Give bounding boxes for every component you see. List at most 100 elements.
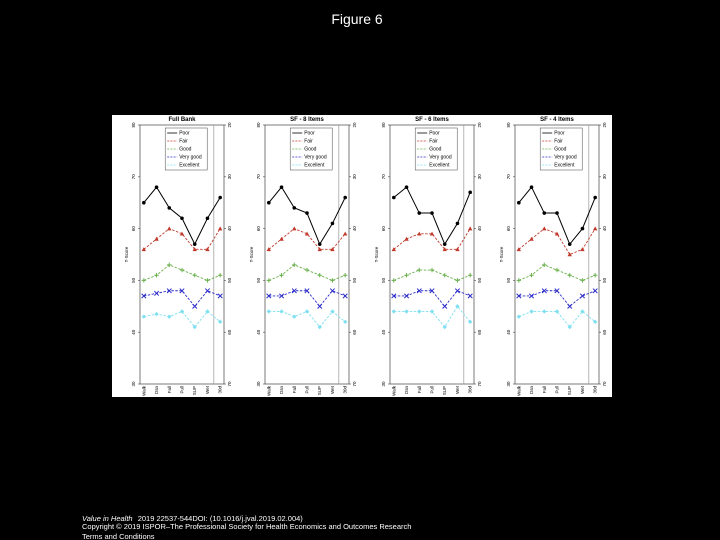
marker bbox=[529, 309, 534, 314]
marker bbox=[342, 273, 348, 278]
marker bbox=[317, 242, 322, 246]
y2-tick-label: 70 bbox=[602, 381, 607, 387]
slide-title: Figure 6 bbox=[331, 11, 383, 27]
marker bbox=[330, 221, 335, 226]
legend-label: Excellent bbox=[554, 163, 575, 169]
panel-title: Full Bank bbox=[168, 117, 196, 123]
y-tick-label: 70 bbox=[506, 174, 511, 180]
plot-frame bbox=[264, 124, 350, 385]
marker bbox=[391, 293, 397, 299]
y2-tick-label: 60 bbox=[352, 329, 357, 335]
marker bbox=[305, 211, 309, 215]
marker bbox=[392, 195, 396, 200]
marker bbox=[304, 309, 310, 314]
marker bbox=[529, 185, 534, 189]
marker bbox=[153, 290, 160, 296]
marker bbox=[567, 242, 572, 246]
x-tick-label: Pull bbox=[180, 386, 185, 394]
legend-label: Very good bbox=[554, 155, 577, 161]
marker bbox=[330, 309, 335, 314]
marker bbox=[167, 262, 172, 268]
plot-frame bbox=[389, 124, 475, 385]
marker bbox=[554, 309, 560, 314]
marker bbox=[217, 226, 223, 231]
y-tick-label: 50 bbox=[381, 277, 386, 283]
y2-tick-label: 60 bbox=[227, 329, 232, 335]
marker bbox=[517, 200, 521, 205]
marker bbox=[429, 309, 435, 314]
terms-link[interactable]: Terms and Conditions bbox=[82, 532, 155, 540]
marker bbox=[593, 195, 597, 200]
legend-label: Very good bbox=[179, 155, 202, 161]
y2-tick-label: 70 bbox=[477, 381, 482, 387]
marker bbox=[592, 273, 598, 278]
legend-label: Very good bbox=[429, 155, 452, 161]
marker bbox=[278, 293, 285, 299]
legend-label: Poor bbox=[304, 131, 315, 137]
y2-tick-label: 30 bbox=[602, 174, 607, 180]
marker bbox=[528, 293, 535, 299]
marker bbox=[567, 303, 573, 309]
marker bbox=[442, 303, 448, 309]
y-tick-label: 60 bbox=[381, 226, 386, 232]
legend-label: Excellent bbox=[304, 163, 325, 169]
marker bbox=[417, 267, 422, 273]
x-tick-label: SUP bbox=[442, 386, 447, 395]
legend-label: Excellent bbox=[179, 163, 200, 169]
x-tick-label: Walk bbox=[141, 385, 146, 396]
marker bbox=[154, 236, 159, 241]
x-tick-label: SUP bbox=[317, 386, 322, 395]
journal: Value in Health bbox=[82, 514, 133, 523]
marker bbox=[455, 247, 460, 252]
x-tick-label: 30d bbox=[343, 386, 348, 394]
marker bbox=[442, 273, 447, 278]
marker bbox=[330, 278, 335, 283]
y-tick-label: 60 bbox=[131, 226, 136, 232]
y2-tick-label: 70 bbox=[227, 381, 232, 387]
citation: Value in Health 2019 22537-544DOI: (10.1… bbox=[82, 514, 303, 523]
marker bbox=[279, 273, 284, 278]
marker bbox=[192, 303, 198, 309]
x-tick-label: Dsn bbox=[154, 386, 159, 394]
y-tick-label: 30 bbox=[506, 381, 511, 387]
marker bbox=[192, 324, 197, 330]
marker bbox=[455, 278, 460, 283]
y2-tick-label: 60 bbox=[602, 329, 607, 335]
marker bbox=[192, 273, 197, 278]
marker bbox=[403, 293, 410, 299]
copyright: Copyright © 2019 ISPOR–The Professional … bbox=[82, 522, 411, 531]
y2-tick-label: 20 bbox=[352, 122, 357, 128]
y-tick-label: 80 bbox=[381, 122, 386, 128]
marker bbox=[580, 309, 585, 314]
y-tick-label: 70 bbox=[256, 174, 261, 180]
marker bbox=[516, 247, 522, 252]
x-tick-label: Wet bbox=[330, 385, 335, 394]
marker bbox=[442, 242, 447, 246]
marker bbox=[317, 324, 322, 330]
x-tick-label: SUP bbox=[192, 386, 197, 395]
y-tick-label: 40 bbox=[131, 329, 136, 335]
y-tick-label: 40 bbox=[256, 329, 261, 335]
y-tick-label: 50 bbox=[131, 277, 136, 283]
marker bbox=[179, 231, 185, 236]
y-tick-label: 30 bbox=[131, 381, 136, 387]
marker bbox=[592, 288, 598, 294]
marker bbox=[304, 267, 310, 273]
marker bbox=[141, 247, 147, 252]
x-tick-label: Pull bbox=[305, 386, 310, 394]
marker bbox=[167, 206, 172, 210]
marker bbox=[429, 267, 435, 273]
x-tick-label: Walk bbox=[391, 385, 396, 396]
marker bbox=[292, 314, 297, 319]
y-tick-label: 80 bbox=[131, 122, 136, 128]
marker bbox=[343, 195, 347, 200]
legend-label: Poor bbox=[554, 131, 565, 137]
marker bbox=[442, 247, 447, 252]
marker bbox=[442, 324, 447, 330]
legend-label: Fair bbox=[554, 139, 563, 145]
marker bbox=[404, 309, 409, 314]
marker bbox=[304, 231, 310, 236]
y-tick-label: 50 bbox=[506, 277, 511, 283]
y2-tick-label: 40 bbox=[602, 226, 607, 232]
marker bbox=[554, 267, 560, 273]
